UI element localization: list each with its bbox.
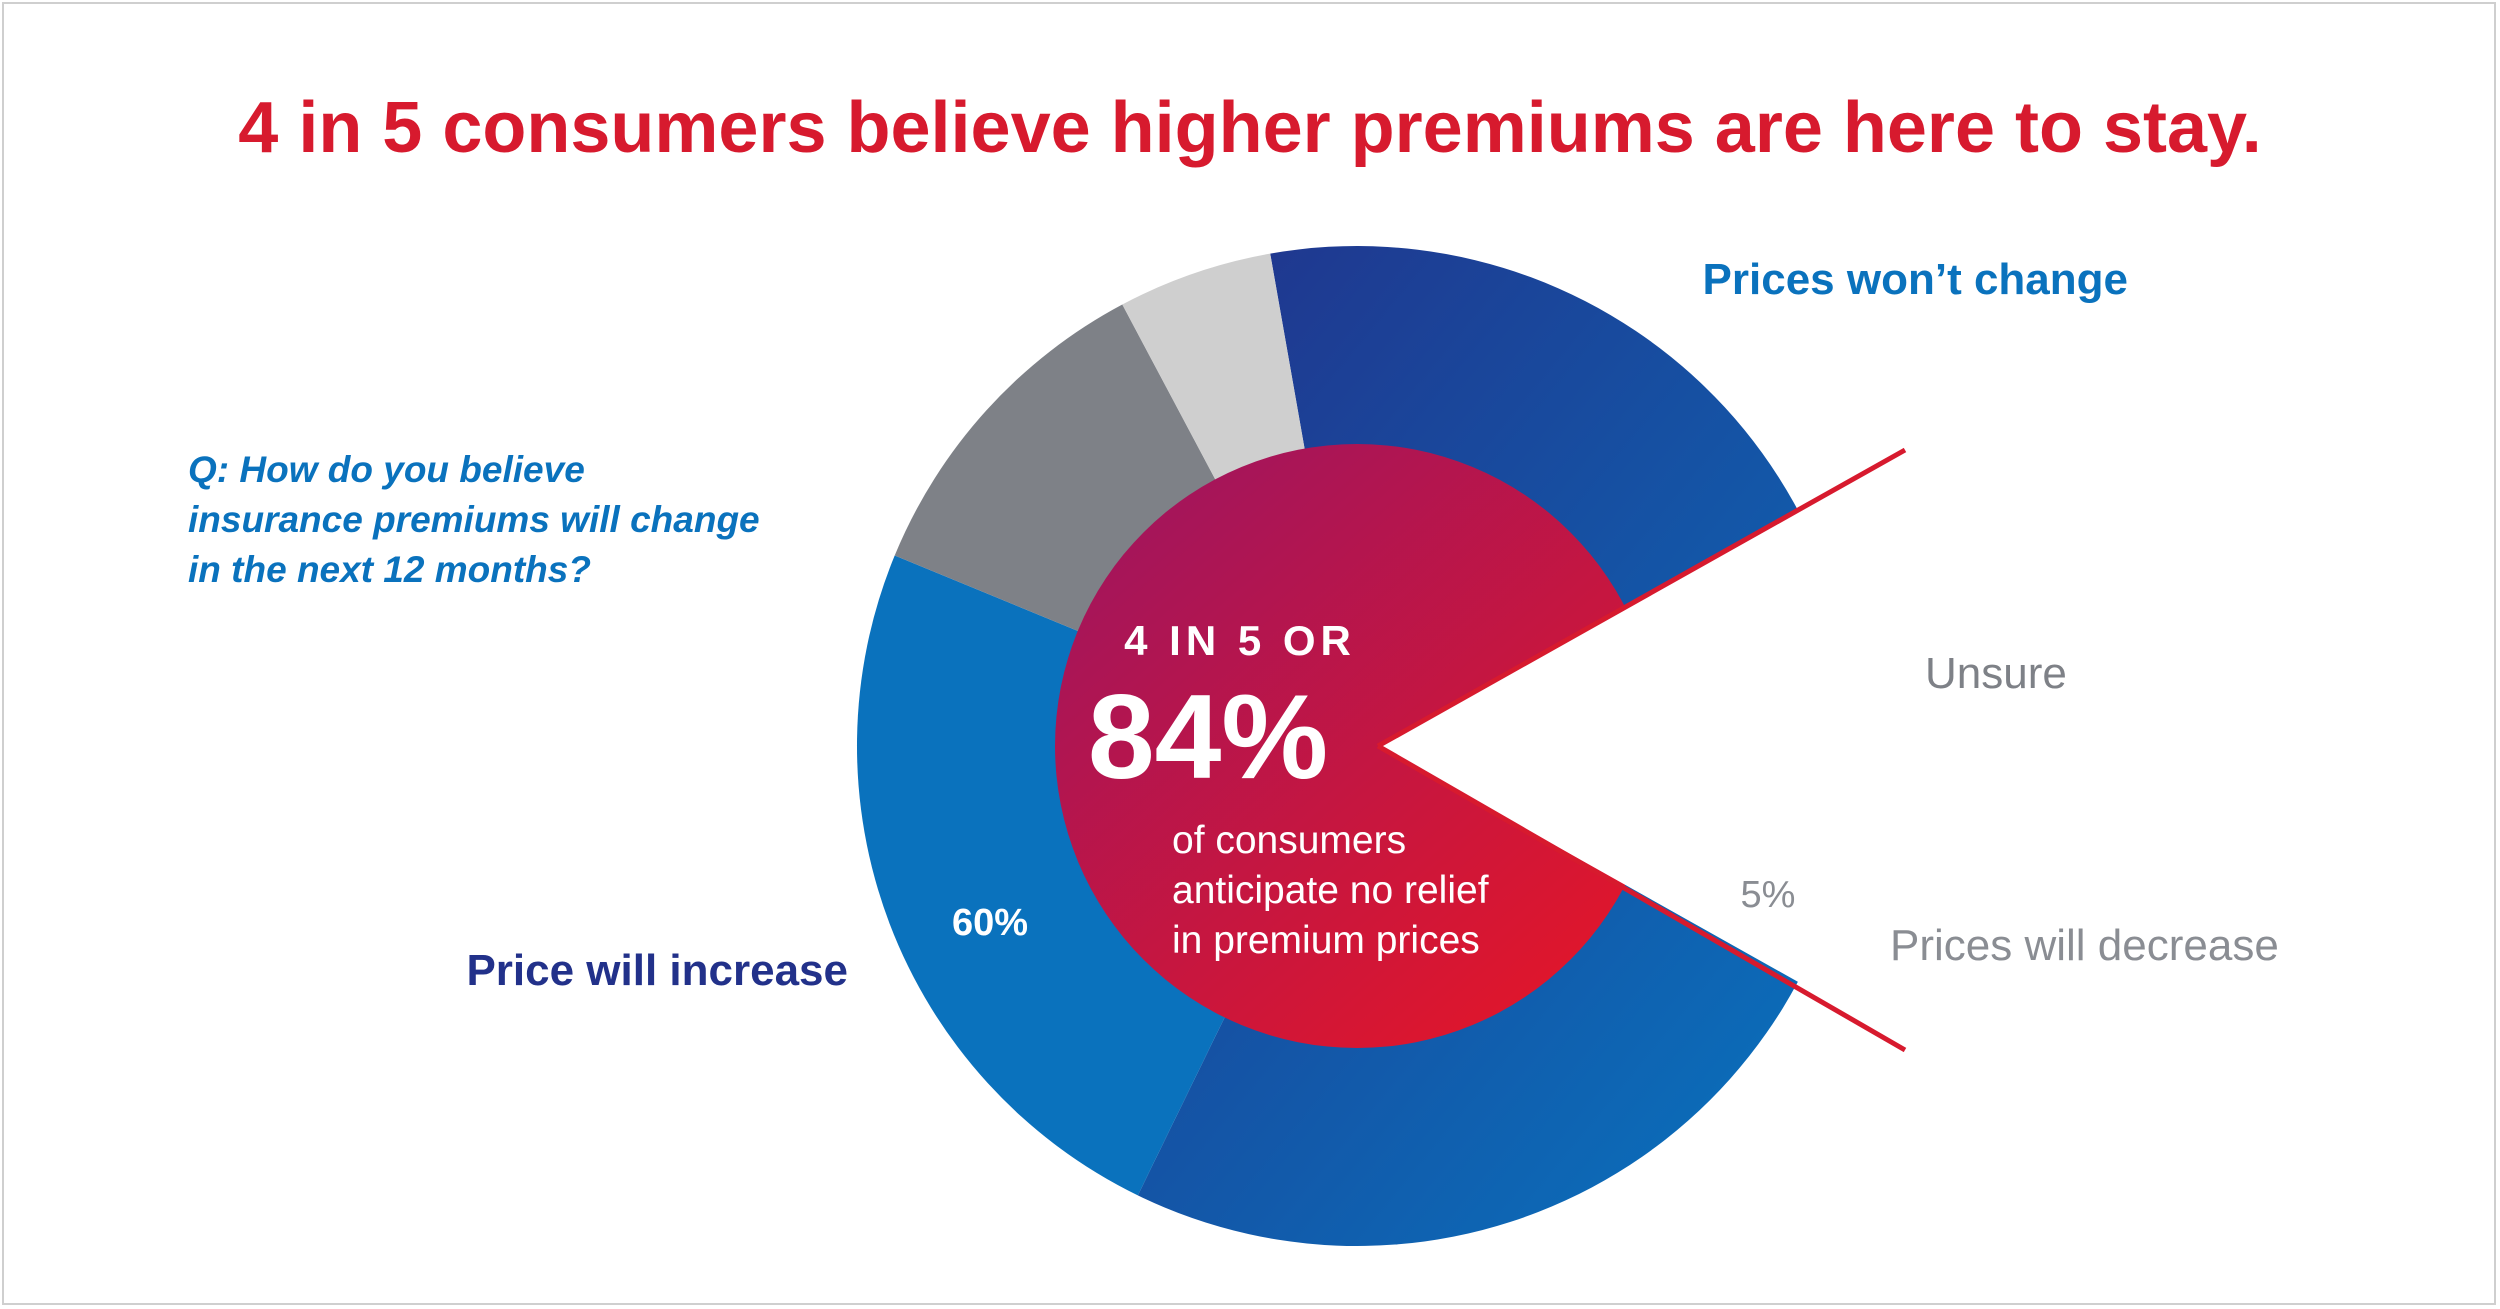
label-no-change: Prices won’t change — [1703, 255, 2128, 304]
label-increase: Price will increase — [466, 946, 848, 995]
question-line: Q: How do you believe — [188, 449, 585, 490]
highlight-line-upper — [1376, 447, 1907, 749]
label-unsure: Unsure — [1925, 649, 2067, 698]
center-headline: 84% — [1088, 670, 1328, 804]
question-line: insurance premiums will change — [188, 499, 760, 540]
center-body-line: of consumers — [1172, 819, 1406, 862]
value-label-increase: 60% — [952, 902, 1028, 944]
value-label-decrease: 5% — [1741, 874, 1796, 916]
value-label-unsure: 11% — [1745, 679, 1818, 721]
highlight-line-lower — [1376, 743, 1907, 1053]
highlight-wedge — [1378, 450, 1905, 1042]
center-kicker: 4 IN 5 OR — [1124, 617, 1356, 664]
center-circle — [1055, 444, 1659, 1048]
center-body-line: in premium prices — [1172, 919, 1480, 962]
label-decrease: Prices will decrease — [1890, 921, 2279, 970]
question-line: in the next 12 months? — [188, 549, 591, 590]
chart-title: 4 in 5 consumers believe higher premiums… — [238, 88, 2261, 168]
center-body: of consumers anticipate no relief in pre… — [1172, 819, 1499, 962]
question-text: Q: How do you believe insurance premiums… — [188, 449, 770, 590]
center-body-line: anticipate no relief — [1172, 869, 1489, 912]
